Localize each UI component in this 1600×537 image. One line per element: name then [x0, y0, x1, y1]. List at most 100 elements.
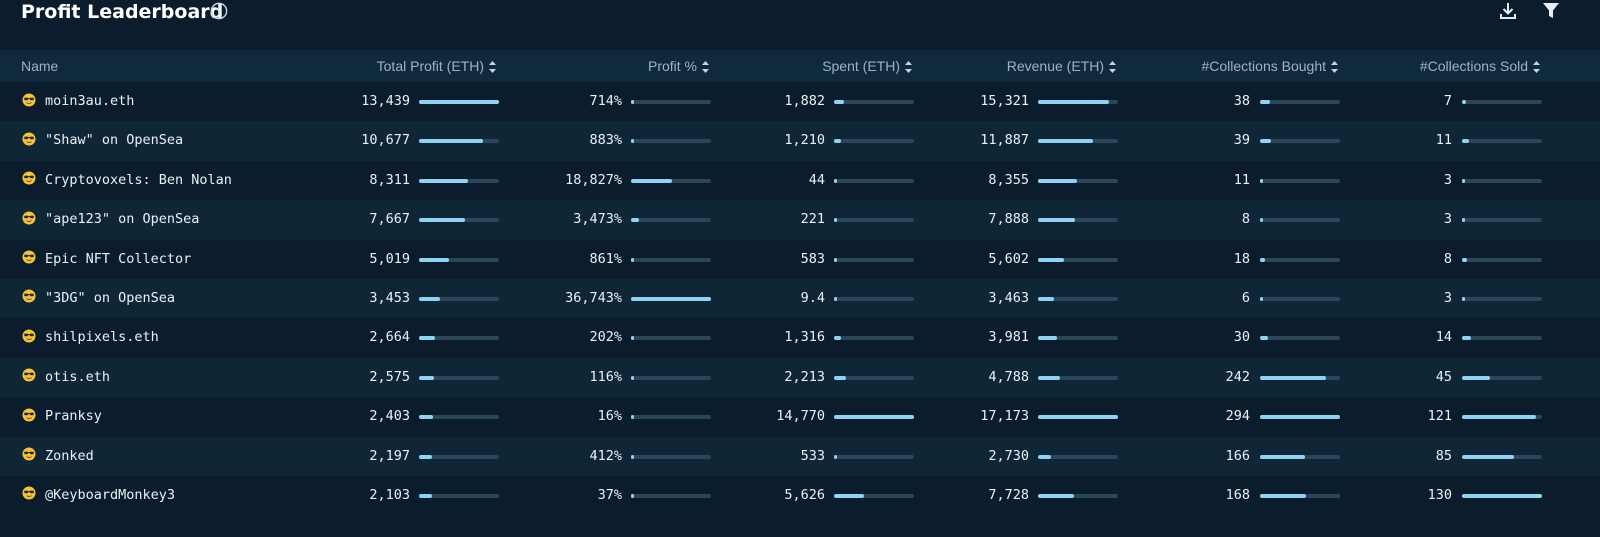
trader-name[interactable]: Zonked	[45, 447, 94, 464]
table-row[interactable]: Pranksy 2,403 16% 14,770 17,173 294 121	[0, 397, 1600, 437]
table-row[interactable]: Epic NFT Collector 5,019 861% 583 5,602 18 8	[0, 239, 1600, 279]
revenue-bar-track	[1038, 257, 1118, 262]
spent-bar-fill	[834, 296, 837, 301]
spent-bar-fill	[834, 493, 864, 498]
sunglasses-face-icon	[22, 368, 36, 382]
revenue-bar-fill	[1038, 336, 1057, 341]
revenue-bar-track	[1038, 100, 1118, 104]
table-row[interactable]: @KeyboardMonkey3 2,103 37% 5,626 7,728 168 130	[0, 475, 1600, 516]
table-row[interactable]: Zonked 2,197 412% 533 2,730 166 85	[0, 436, 1600, 476]
table-row[interactable]: "3DG" on OpenSea 3,453 36,743% 9.4 3,463 6 3	[0, 278, 1600, 319]
table-row[interactable]: "ape123" on OpenSea 7,667 3,473% 221 7,888 8 3	[0, 200, 1600, 240]
column-header-revenue[interactable]: Revenue (ETH)	[1007, 50, 1117, 82]
sunglasses-face-icon	[22, 486, 36, 500]
revenue-value: 7,728	[988, 486, 1029, 503]
profit-pct-bar-track	[631, 454, 711, 459]
sold-bar-fill	[1462, 454, 1514, 459]
sort-icon[interactable]	[1108, 60, 1117, 74]
total-profit-value: 2,103	[369, 486, 410, 503]
spent-value: 14,770	[776, 408, 825, 425]
revenue-bar-fill	[1038, 415, 1118, 420]
download-icon[interactable]	[1497, 0, 1519, 22]
bought-bar-fill	[1260, 296, 1263, 301]
total-profit-bar-fill	[419, 257, 449, 262]
column-header-label: Spent (ETH)	[822, 58, 900, 74]
name-cell[interactable]: Zonked	[22, 437, 94, 476]
sold-bar-fill	[1462, 375, 1490, 380]
trader-name[interactable]: "ape123" on OpenSea	[45, 211, 200, 228]
table-row[interactable]: otis.eth 2,575 116% 2,213 4,788 242 45	[0, 357, 1600, 398]
sold-value: 11	[1435, 132, 1452, 149]
total-profit-value: 7,667	[369, 211, 410, 228]
column-header-sold[interactable]: #Collections Sold	[1420, 50, 1541, 82]
trader-name[interactable]: Epic NFT Collector	[45, 250, 192, 267]
column-header-bought[interactable]: #Collections Bought	[1201, 50, 1339, 82]
info-circle-icon[interactable]	[210, 2, 228, 20]
revenue-value: 2,730	[988, 447, 1029, 464]
sold-bar-track	[1462, 375, 1542, 380]
total-profit-value: 8,311	[369, 171, 410, 188]
trader-name[interactable]: shilpixels.eth	[45, 329, 159, 346]
spent-bar-track	[834, 257, 914, 262]
profit-pct-bar-fill	[631, 375, 634, 380]
revenue-bar-fill	[1038, 178, 1077, 183]
trader-name[interactable]: "3DG" on OpenSea	[45, 289, 176, 306]
trader-name[interactable]: Cryptovoxels: Ben Nolan	[45, 171, 232, 188]
bought-bar-fill	[1260, 375, 1326, 380]
table-row[interactable]: moin3au.eth 13,439 714% 1,882 15,321 38 7	[0, 82, 1600, 122]
name-cell[interactable]: "Shaw" on OpenSea	[22, 121, 183, 160]
trader-name[interactable]: otis.eth	[45, 368, 111, 385]
revenue-bar-track	[1038, 336, 1118, 341]
column-header-name[interactable]: Name	[21, 50, 58, 82]
bought-bar-fill	[1260, 218, 1263, 223]
trader-name[interactable]: moin3au.eth	[45, 93, 135, 109]
sort-icon[interactable]	[904, 60, 913, 74]
name-cell[interactable]: @KeyboardMonkey3	[22, 476, 175, 515]
trader-name[interactable]: "Shaw" on OpenSea	[45, 132, 184, 149]
total-profit-value: 2,664	[369, 329, 410, 346]
name-cell[interactable]: Pranksy	[22, 397, 102, 436]
column-header-profit-pct[interactable]: Profit %	[648, 50, 710, 82]
revenue-value: 15,321	[980, 93, 1029, 109]
filter-icon[interactable]	[1540, 0, 1562, 22]
sort-icon[interactable]	[1330, 60, 1339, 74]
name-cell[interactable]: otis.eth	[22, 358, 110, 397]
spent-bar-fill	[834, 100, 844, 104]
name-cell[interactable]: "3DG" on OpenSea	[22, 279, 175, 318]
sold-bar-fill	[1462, 100, 1466, 104]
sold-bar-track	[1462, 296, 1542, 301]
spent-bar-track	[834, 493, 914, 498]
revenue-bar-fill	[1038, 100, 1109, 104]
name-cell[interactable]: Epic NFT Collector	[22, 240, 191, 279]
sort-icon[interactable]	[488, 60, 497, 74]
bought-bar-track	[1260, 493, 1340, 498]
name-cell[interactable]: "ape123" on OpenSea	[22, 200, 199, 239]
column-header-label: Profit %	[647, 58, 697, 74]
column-header-total-profit[interactable]: Total Profit (ETH)	[377, 50, 497, 82]
name-cell[interactable]: moin3au.eth	[22, 82, 134, 121]
sort-icon[interactable]	[1532, 60, 1541, 74]
bought-bar-track	[1260, 257, 1340, 262]
column-header-spent[interactable]: Spent (ETH)	[822, 50, 913, 82]
profit-pct-bar-fill	[631, 257, 634, 262]
total-profit-bar-track	[419, 257, 499, 262]
profit-pct-bar-fill	[631, 139, 634, 144]
sold-bar-track	[1462, 493, 1542, 498]
trader-name[interactable]: @KeyboardMonkey3	[45, 486, 176, 503]
name-cell[interactable]: shilpixels.eth	[22, 318, 159, 357]
sort-icon[interactable]	[701, 60, 710, 74]
profit-pct-bar-fill	[631, 296, 711, 301]
trader-name[interactable]: Pranksy	[45, 408, 102, 425]
table-row[interactable]: shilpixels.eth 2,664 202% 1,316 3,981 30 14	[0, 318, 1600, 358]
revenue-value: 5,602	[988, 250, 1029, 267]
table-row[interactable]: Cryptovoxels: Ben Nolan 8,311 18,827% 44 8,3…	[0, 160, 1600, 201]
sold-value: 3	[1443, 171, 1452, 188]
total-profit-bar-track	[419, 218, 499, 223]
profit-pct-value: 116%	[589, 368, 622, 385]
total-profit-bar-track	[419, 336, 499, 341]
table-row[interactable]: "Shaw" on OpenSea 10,677 883% 1,210 11,887 39…	[0, 121, 1600, 161]
revenue-value: 17,173	[980, 408, 1029, 425]
sold-bar-track	[1462, 139, 1542, 144]
name-cell[interactable]: Cryptovoxels: Ben Nolan	[22, 161, 232, 200]
revenue-bar-fill	[1038, 454, 1051, 459]
